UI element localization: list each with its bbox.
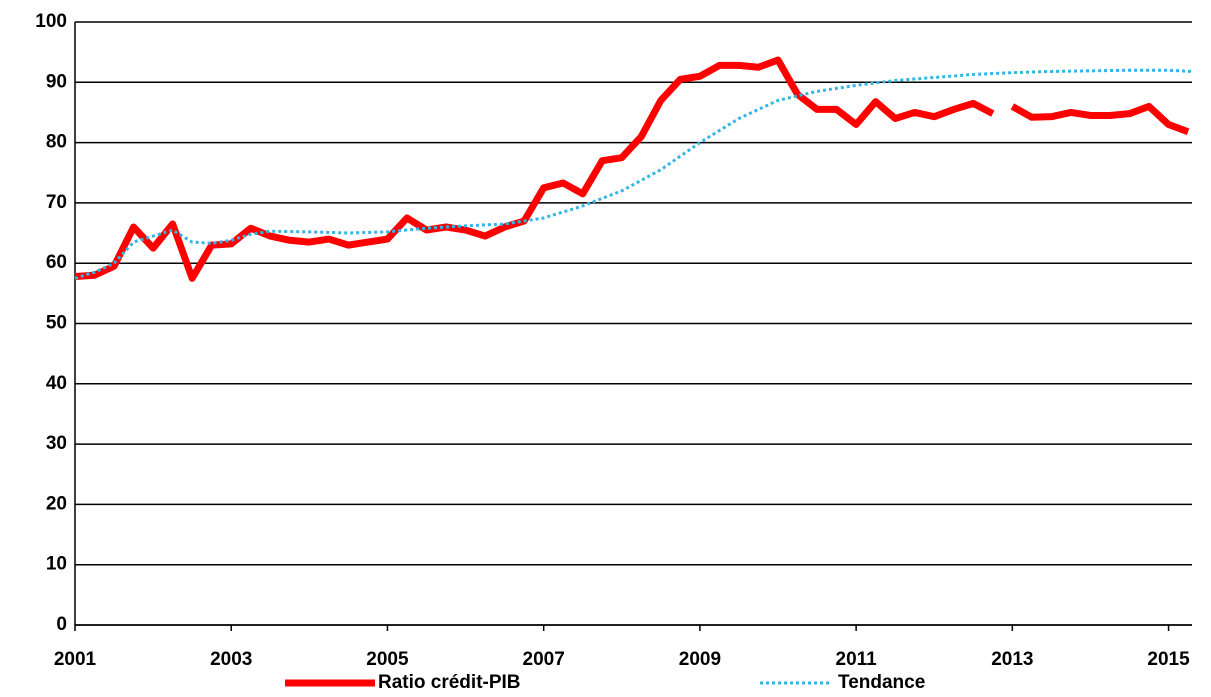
x-tick-label: 2007 <box>523 649 565 670</box>
y-tick-label: 70 <box>46 192 67 213</box>
x-tick-label: 2013 <box>991 649 1033 670</box>
x-tick-label: 2011 <box>836 649 878 670</box>
y-tick-label: 40 <box>46 373 67 394</box>
x-tick-label: 2005 <box>366 649 409 670</box>
y-tick-label: 10 <box>46 554 67 575</box>
x-tick-label: 2003 <box>210 649 252 670</box>
y-tick-label: 20 <box>46 493 67 514</box>
line-series <box>74 68 1193 280</box>
x-tick-label: 2015 <box>1147 649 1190 670</box>
y-tick-label: 80 <box>46 132 67 153</box>
x-tick-label: 2009 <box>679 649 721 670</box>
y-tick-label: 90 <box>46 71 67 92</box>
y-tick-label: 30 <box>46 433 67 454</box>
line-series <box>74 56 1190 282</box>
y-tick-label: 60 <box>46 252 67 273</box>
x-tick-label: 2001 <box>54 649 97 670</box>
y-tick-label: 0 <box>56 614 67 635</box>
legend-label: Tendance <box>838 672 925 693</box>
y-tick-label: 50 <box>46 313 67 334</box>
y-tick-label: 100 <box>35 11 67 32</box>
legend-label: Ratio crédit-PIB <box>378 672 521 693</box>
